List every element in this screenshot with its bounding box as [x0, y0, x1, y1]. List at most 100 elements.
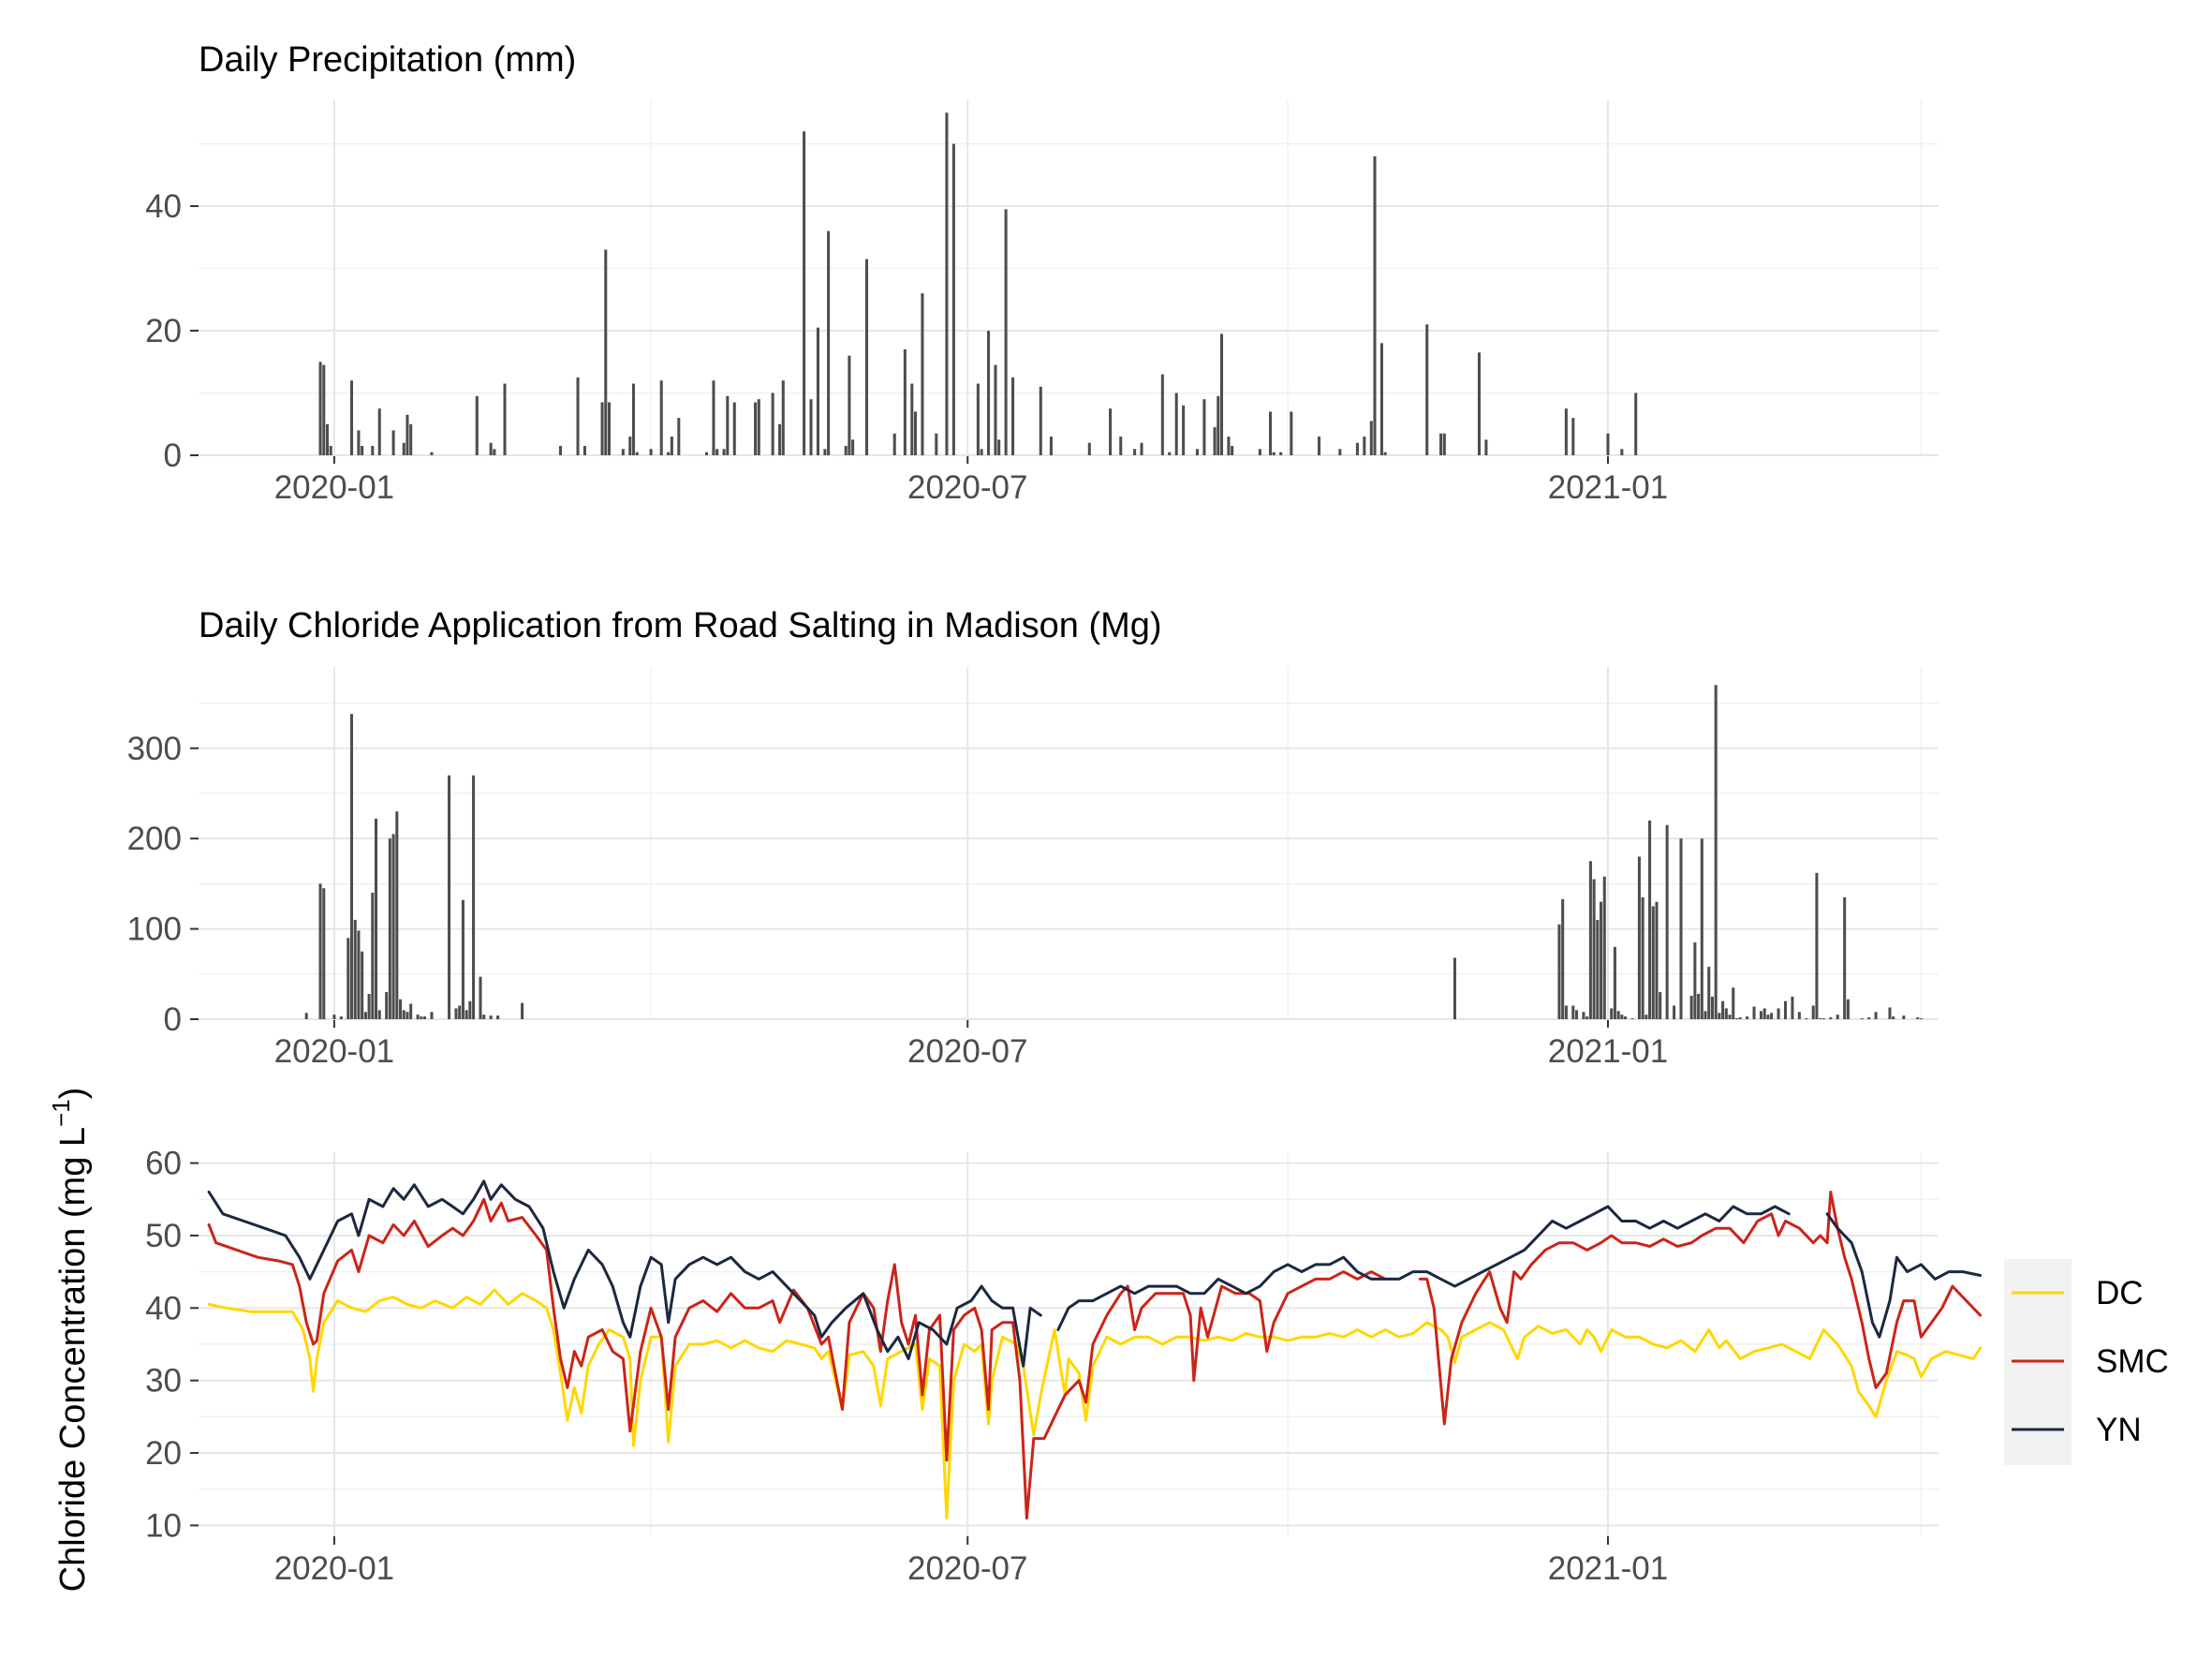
- concentration-y-axis-title-close: ): [53, 1088, 93, 1100]
- precipitation-bar: [1425, 324, 1429, 455]
- x-tick-label: 2020-07: [907, 1033, 1027, 1070]
- precipitation-panel: 2020-01 2020-07 2021-01 0 20 40: [145, 100, 1939, 506]
- chloride-application-bar: [402, 1010, 406, 1019]
- chart-legend: DC SMC YN: [2004, 1259, 2169, 1465]
- chloride-application-bar: [1916, 1017, 1920, 1019]
- chloride-application-bar: [461, 899, 465, 1019]
- precipitation-bar: [754, 402, 758, 455]
- chloride-application-bar: [1575, 1010, 1579, 1019]
- precipitation-bar: [391, 430, 395, 455]
- precipitation-bar: [771, 393, 774, 455]
- precipitation-bar: [1160, 374, 1164, 455]
- chloride-application-bar: [1919, 1018, 1923, 1019]
- chloride-application-bar: [1815, 872, 1819, 1019]
- chloride-application-bar: [385, 992, 389, 1019]
- chloride-application-bar: [1783, 1000, 1788, 1019]
- y-tick-label: 40: [145, 188, 182, 225]
- legend-label-dc: DC: [2096, 1275, 2144, 1311]
- precipitation-bar: [371, 446, 375, 455]
- precipitation-bar: [558, 446, 562, 455]
- chloride-application-bar: [1874, 1012, 1878, 1019]
- chloride-application-bar: [1752, 1006, 1756, 1019]
- precipitation-bar: [1133, 449, 1137, 455]
- precipitation-bar: [816, 327, 819, 455]
- legend-label-smc: SMC: [2096, 1343, 2169, 1380]
- y-tick-label: 300: [127, 731, 182, 767]
- series-line-dc: [207, 1288, 1983, 1520]
- chloride-application-bar: [1624, 1016, 1628, 1019]
- y-tick-label: 40: [145, 1290, 182, 1326]
- x-tick-label: 2020-01: [274, 469, 394, 506]
- precipitation-bar: [621, 449, 625, 455]
- chloride-application-bar: [496, 1015, 500, 1019]
- x-tick-label: 2020-01: [274, 1550, 394, 1587]
- chloride-application-bar: [454, 1008, 458, 1019]
- precipitation-bar: [677, 418, 681, 455]
- chloride-application-bar: [391, 834, 395, 1019]
- precipitation-bar: [945, 112, 949, 455]
- legend-label-yn: YN: [2096, 1412, 2142, 1448]
- chloride-application-bar: [1592, 879, 1596, 1019]
- precipitation-bar: [1004, 209, 1008, 455]
- chloride-application-bar: [1641, 896, 1644, 1019]
- chloride-application-bar: [1846, 999, 1850, 1019]
- precipitation-bar: [1318, 437, 1321, 455]
- chloride-application-bar: [1732, 987, 1735, 1019]
- precipitation-bar: [1363, 437, 1366, 455]
- chloride-application-bar: [1902, 1015, 1906, 1019]
- chloride-application-bar: [1673, 1005, 1676, 1019]
- chloride-application-bar: [1710, 996, 1714, 1019]
- precipitation-bar: [1564, 408, 1568, 455]
- precipitation-bar: [976, 383, 980, 455]
- chloride-application-bar: [430, 1012, 434, 1019]
- precipitation-bar: [1168, 452, 1172, 455]
- chloride-application-bar: [479, 976, 482, 1019]
- chloride-application-bar: [416, 1015, 420, 1019]
- chloride-application-bar: [448, 775, 451, 1019]
- y-tick-label: 100: [127, 911, 182, 948]
- precipitation-bar: [1477, 352, 1482, 455]
- chloride-application-bar: [1770, 1013, 1774, 1019]
- precipitation-bar: [803, 131, 806, 456]
- chloride-application-bar: [371, 893, 375, 1019]
- precipitation-bar: [576, 377, 580, 455]
- chloride-application-bar: [361, 951, 364, 1019]
- precipitation-bar: [1049, 437, 1053, 455]
- chloride-application-bar: [1797, 1012, 1801, 1019]
- y-tick-label: 0: [164, 1001, 182, 1038]
- precipitation-bar: [377, 408, 381, 455]
- precipitation-bar: [1087, 442, 1091, 455]
- chloride-application-bar: [1630, 1018, 1634, 1019]
- chloride-application-bar: [1738, 1017, 1742, 1019]
- precipitation-bar: [1231, 446, 1234, 455]
- precipitation-bar: [997, 439, 1001, 455]
- chloride-application-bar: [1571, 1005, 1575, 1019]
- y-tick-label: 10: [145, 1507, 182, 1544]
- x-tick-label: 2020-07: [907, 1550, 1027, 1587]
- precipitation-bar: [628, 437, 632, 455]
- precipitation-bar: [322, 364, 326, 455]
- concentration-y-axis-title-superscript: −1: [47, 1099, 75, 1127]
- chloride-application-bar: [406, 1012, 409, 1019]
- chloride-application-bar: [1805, 1018, 1808, 1019]
- precipitation-bar: [1439, 433, 1443, 455]
- precipitation-bar: [1195, 449, 1200, 455]
- chloride-application-bar: [1724, 1008, 1728, 1019]
- chloride-application-bar: [388, 838, 391, 1019]
- chloride-application-bar: [1821, 1018, 1825, 1019]
- precipitation-bar: [349, 380, 354, 455]
- chloride-application-bar: [1602, 876, 1606, 1019]
- precipitation-bar: [994, 364, 997, 455]
- chloride-application-bar: [318, 883, 322, 1019]
- precipitation-bar: [1258, 449, 1261, 455]
- chloride-application-bar: [332, 1015, 336, 1019]
- chloride-application-bar: [1697, 994, 1701, 1019]
- x-tick-label: 2021-01: [1548, 1550, 1668, 1587]
- chloride-application-bar: [482, 1015, 486, 1019]
- chloride-application-bar: [1637, 856, 1641, 1019]
- precipitation-bar: [726, 395, 730, 455]
- chloride-application-bar: [367, 994, 371, 1019]
- chloride-application-bar: [1610, 1008, 1614, 1019]
- chloride-application-bar: [1689, 995, 1693, 1019]
